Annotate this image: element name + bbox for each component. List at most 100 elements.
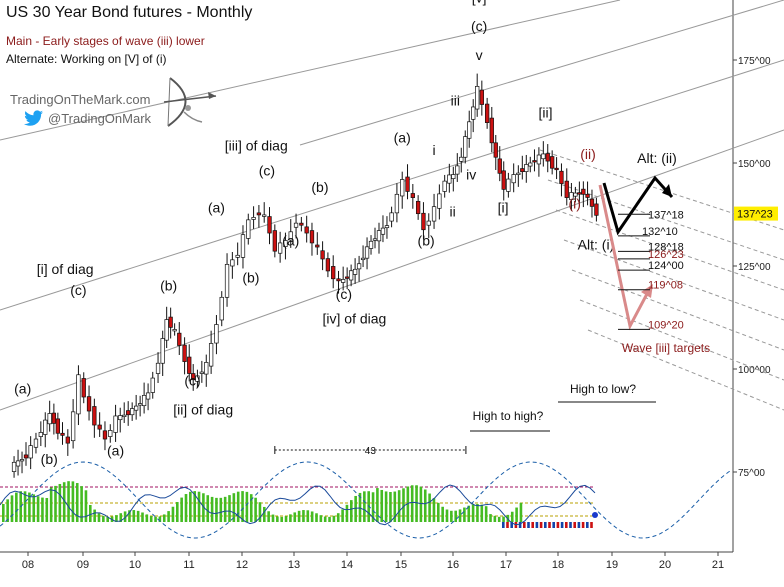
candle-up [235, 254, 240, 258]
osc-bar-negative [552, 522, 555, 528]
osc-bar [54, 485, 57, 522]
wave-label: (c) [70, 282, 86, 298]
osc-bar [341, 509, 344, 522]
high-to-high-label: High to high? [473, 409, 544, 423]
candle-down [60, 432, 65, 436]
osc-bar [132, 510, 136, 522]
osc-bar [345, 504, 349, 522]
candle-up [400, 179, 405, 197]
osc-bar [6, 499, 9, 522]
wave-label: (i) [569, 195, 581, 211]
wave-label: [iii] of diag [225, 138, 288, 154]
osc-bar [380, 489, 384, 522]
candle-up [451, 174, 456, 180]
candle-down [497, 158, 502, 174]
candle-down [594, 203, 599, 216]
candle-up [360, 257, 366, 261]
osc-bar [210, 496, 214, 522]
osc-bar [389, 491, 392, 522]
osc-bar [154, 516, 157, 522]
osc-bar [32, 494, 36, 522]
forecast-channel-line [579, 299, 784, 381]
x-tick-label: 09 [77, 559, 89, 571]
candle-up [442, 180, 447, 192]
osc-bar [276, 516, 279, 522]
candle-up [356, 263, 362, 270]
osc-bar-negative [535, 522, 539, 528]
candle-down [267, 216, 272, 234]
osc-bar [141, 512, 144, 522]
osc-bar [428, 493, 431, 522]
osc-bar [41, 497, 44, 522]
y-tick-label: 125^00 [738, 262, 771, 273]
candle-down [405, 176, 410, 192]
candle-up [368, 240, 374, 249]
candle-up [463, 136, 468, 158]
target-level-label: 126^23 [648, 249, 684, 261]
osc-bar [310, 511, 314, 522]
candle-up [113, 415, 118, 433]
candle-up [33, 438, 39, 448]
osc-bar-negative [590, 522, 593, 528]
osc-bar [167, 511, 170, 522]
candle-up [160, 338, 165, 364]
wave-label: (a) [394, 129, 411, 145]
osc-bar [102, 515, 105, 522]
candle-down [182, 344, 187, 362]
osc-bar-negative [506, 522, 509, 528]
candle-up [172, 329, 177, 332]
osc-bar-negative [577, 522, 581, 528]
osc-bar-negative [544, 522, 547, 528]
osc-bar [119, 513, 123, 522]
wave-label: (a) [107, 443, 124, 459]
osc-bar [184, 494, 188, 522]
osc-bar-negative [518, 522, 522, 528]
osc-bar [258, 502, 262, 522]
forecast-channel-line [571, 269, 784, 351]
candle-down [410, 193, 415, 198]
osc-bar [363, 491, 366, 522]
osc-bar [336, 513, 340, 522]
cycle-length-label: 43 [365, 446, 377, 457]
osc-bar [354, 495, 357, 522]
candle-down [168, 316, 173, 328]
x-tick-label: 15 [395, 559, 407, 571]
osc-bar [289, 514, 292, 522]
osc-bar [84, 490, 88, 522]
candle-up [524, 164, 529, 173]
wave-label: iv [466, 166, 476, 182]
wave-label: (b) [160, 278, 177, 294]
osc-bar [419, 486, 423, 522]
wave-label: [iv] of diag [323, 311, 387, 327]
candle-up [137, 403, 143, 406]
osc-bar [93, 509, 96, 522]
osc-bar [358, 492, 362, 522]
osc-bar [432, 498, 436, 522]
osc-bar [415, 485, 418, 522]
osc-bar [332, 515, 336, 522]
candle-down [97, 424, 102, 430]
osc-bar [319, 515, 323, 522]
osc-bar [467, 505, 471, 522]
candle-up [475, 86, 480, 110]
osc-bar [510, 511, 514, 522]
osc-bar [302, 510, 305, 522]
wave-label: (b) [311, 179, 328, 195]
wave-label: (b) [41, 451, 58, 467]
wave-label: v [476, 47, 483, 63]
candle-up [251, 217, 256, 220]
osc-bar [284, 516, 288, 522]
candle-up [447, 174, 452, 184]
osc-bar [463, 507, 466, 522]
candle-up [380, 227, 386, 235]
osc-bar-negative [548, 522, 551, 528]
osc-bar [384, 491, 388, 522]
forecast-channel-line [555, 209, 784, 291]
candle-down [23, 454, 29, 459]
wave-label: (c) [259, 162, 275, 178]
osc-bar [106, 516, 109, 522]
candle-up [38, 432, 43, 437]
candle-down [304, 226, 309, 234]
osc-bar [297, 510, 301, 522]
